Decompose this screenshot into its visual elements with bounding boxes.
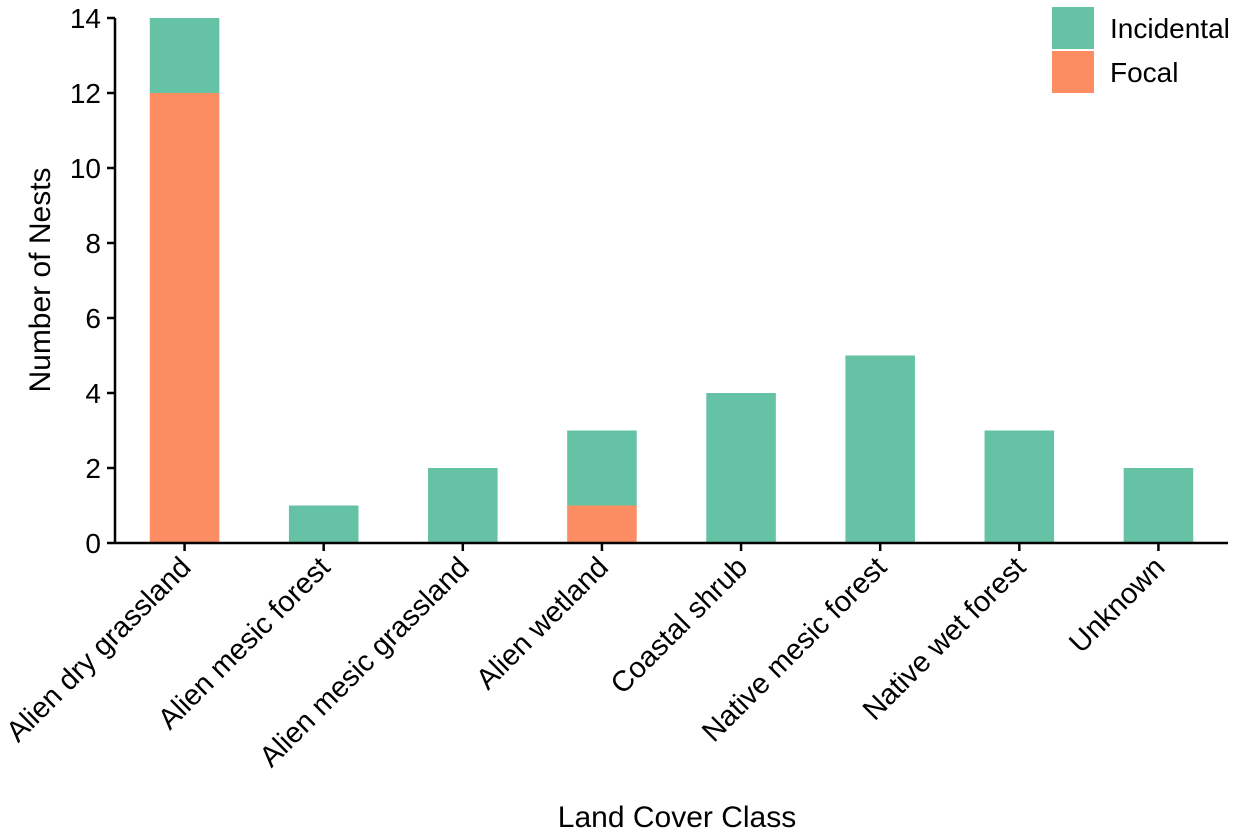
x-tick-label: Coastal shrub [605,551,754,700]
y-tick-label: 4 [85,378,101,409]
bar-incidental-6 [845,355,915,543]
x-tick-label: Alien wetland [470,551,615,696]
legend-label-incidental: Incidental [1110,13,1230,44]
x-tick-label: Unknown [1063,551,1171,659]
x-axis-title: Land Cover Class [558,801,796,834]
bar-focal-4 [567,505,637,543]
bars-layer [149,18,1194,543]
y-tick-label: 6 [85,303,101,334]
bar-incidental-4 [567,430,637,506]
bar-incidental-8 [1123,468,1194,543]
y-tick-label: 0 [85,528,101,559]
bar-incidental-7 [984,430,1055,543]
legend-swatch-incidental [1052,7,1094,49]
bar-incidental-5 [706,393,776,543]
y-tick-label: 12 [70,78,101,109]
legend: Incidental Focal [1052,7,1230,93]
bar-incidental-1 [149,18,220,93]
y-axis: 0 2 4 6 8 10 12 14 [70,3,117,559]
y-tick-label: 2 [85,453,101,484]
y-tick-label: 10 [70,153,101,184]
bar-focal-1 [149,93,220,543]
bar-incidental-2 [288,505,359,543]
y-tick-label: 8 [85,228,101,259]
y-tick-label: 14 [70,3,101,34]
bar-incidental-3 [428,468,498,543]
y-axis-title: Number of Nests [24,167,57,392]
legend-swatch-focal [1052,51,1094,93]
legend-label-focal: Focal [1110,57,1178,88]
